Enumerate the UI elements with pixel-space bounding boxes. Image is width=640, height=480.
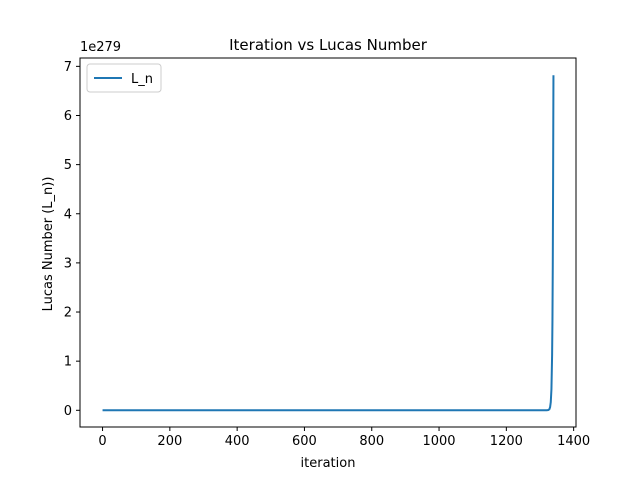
x-tick-label: 600 xyxy=(292,434,317,449)
y-axis: 0 1 2 3 4 5 6 7 xyxy=(64,60,80,419)
y-axis-label: Lucas Number (L_n)) xyxy=(41,177,56,312)
chart-title: Iteration vs Lucas Number xyxy=(229,36,428,54)
x-axis: 0 200 400 600 800 1000 1200 1400 xyxy=(98,427,590,449)
series-line-l-n xyxy=(102,75,555,412)
x-tick-label: 1000 xyxy=(422,434,455,449)
x-tick-label: 1200 xyxy=(490,434,523,449)
y-tick-label: 7 xyxy=(64,60,72,75)
y-tick-label: 3 xyxy=(64,256,72,271)
legend-box xyxy=(86,63,162,93)
legend-label: L_n xyxy=(131,72,153,87)
x-tick-label: 400 xyxy=(225,434,250,449)
y-tick-label: 6 xyxy=(64,109,72,124)
x-tick-label: 800 xyxy=(359,434,384,449)
legend: L_n xyxy=(86,63,162,93)
x-tick-label: 0 xyxy=(98,434,106,449)
x-tick-label: 1400 xyxy=(557,434,590,449)
y-tick-label: 0 xyxy=(64,404,72,419)
y-tick-label: 2 xyxy=(64,306,72,321)
y-tick-label: 4 xyxy=(64,207,72,222)
y-scale-offset-label: 1e279 xyxy=(80,40,121,55)
axes-frame xyxy=(79,57,577,428)
y-tick-label: 1 xyxy=(64,355,72,370)
series-layer xyxy=(102,75,555,412)
x-tick-label: 200 xyxy=(157,434,182,449)
y-tick-label: 5 xyxy=(64,158,72,173)
x-axis-label: iteration xyxy=(301,456,356,471)
